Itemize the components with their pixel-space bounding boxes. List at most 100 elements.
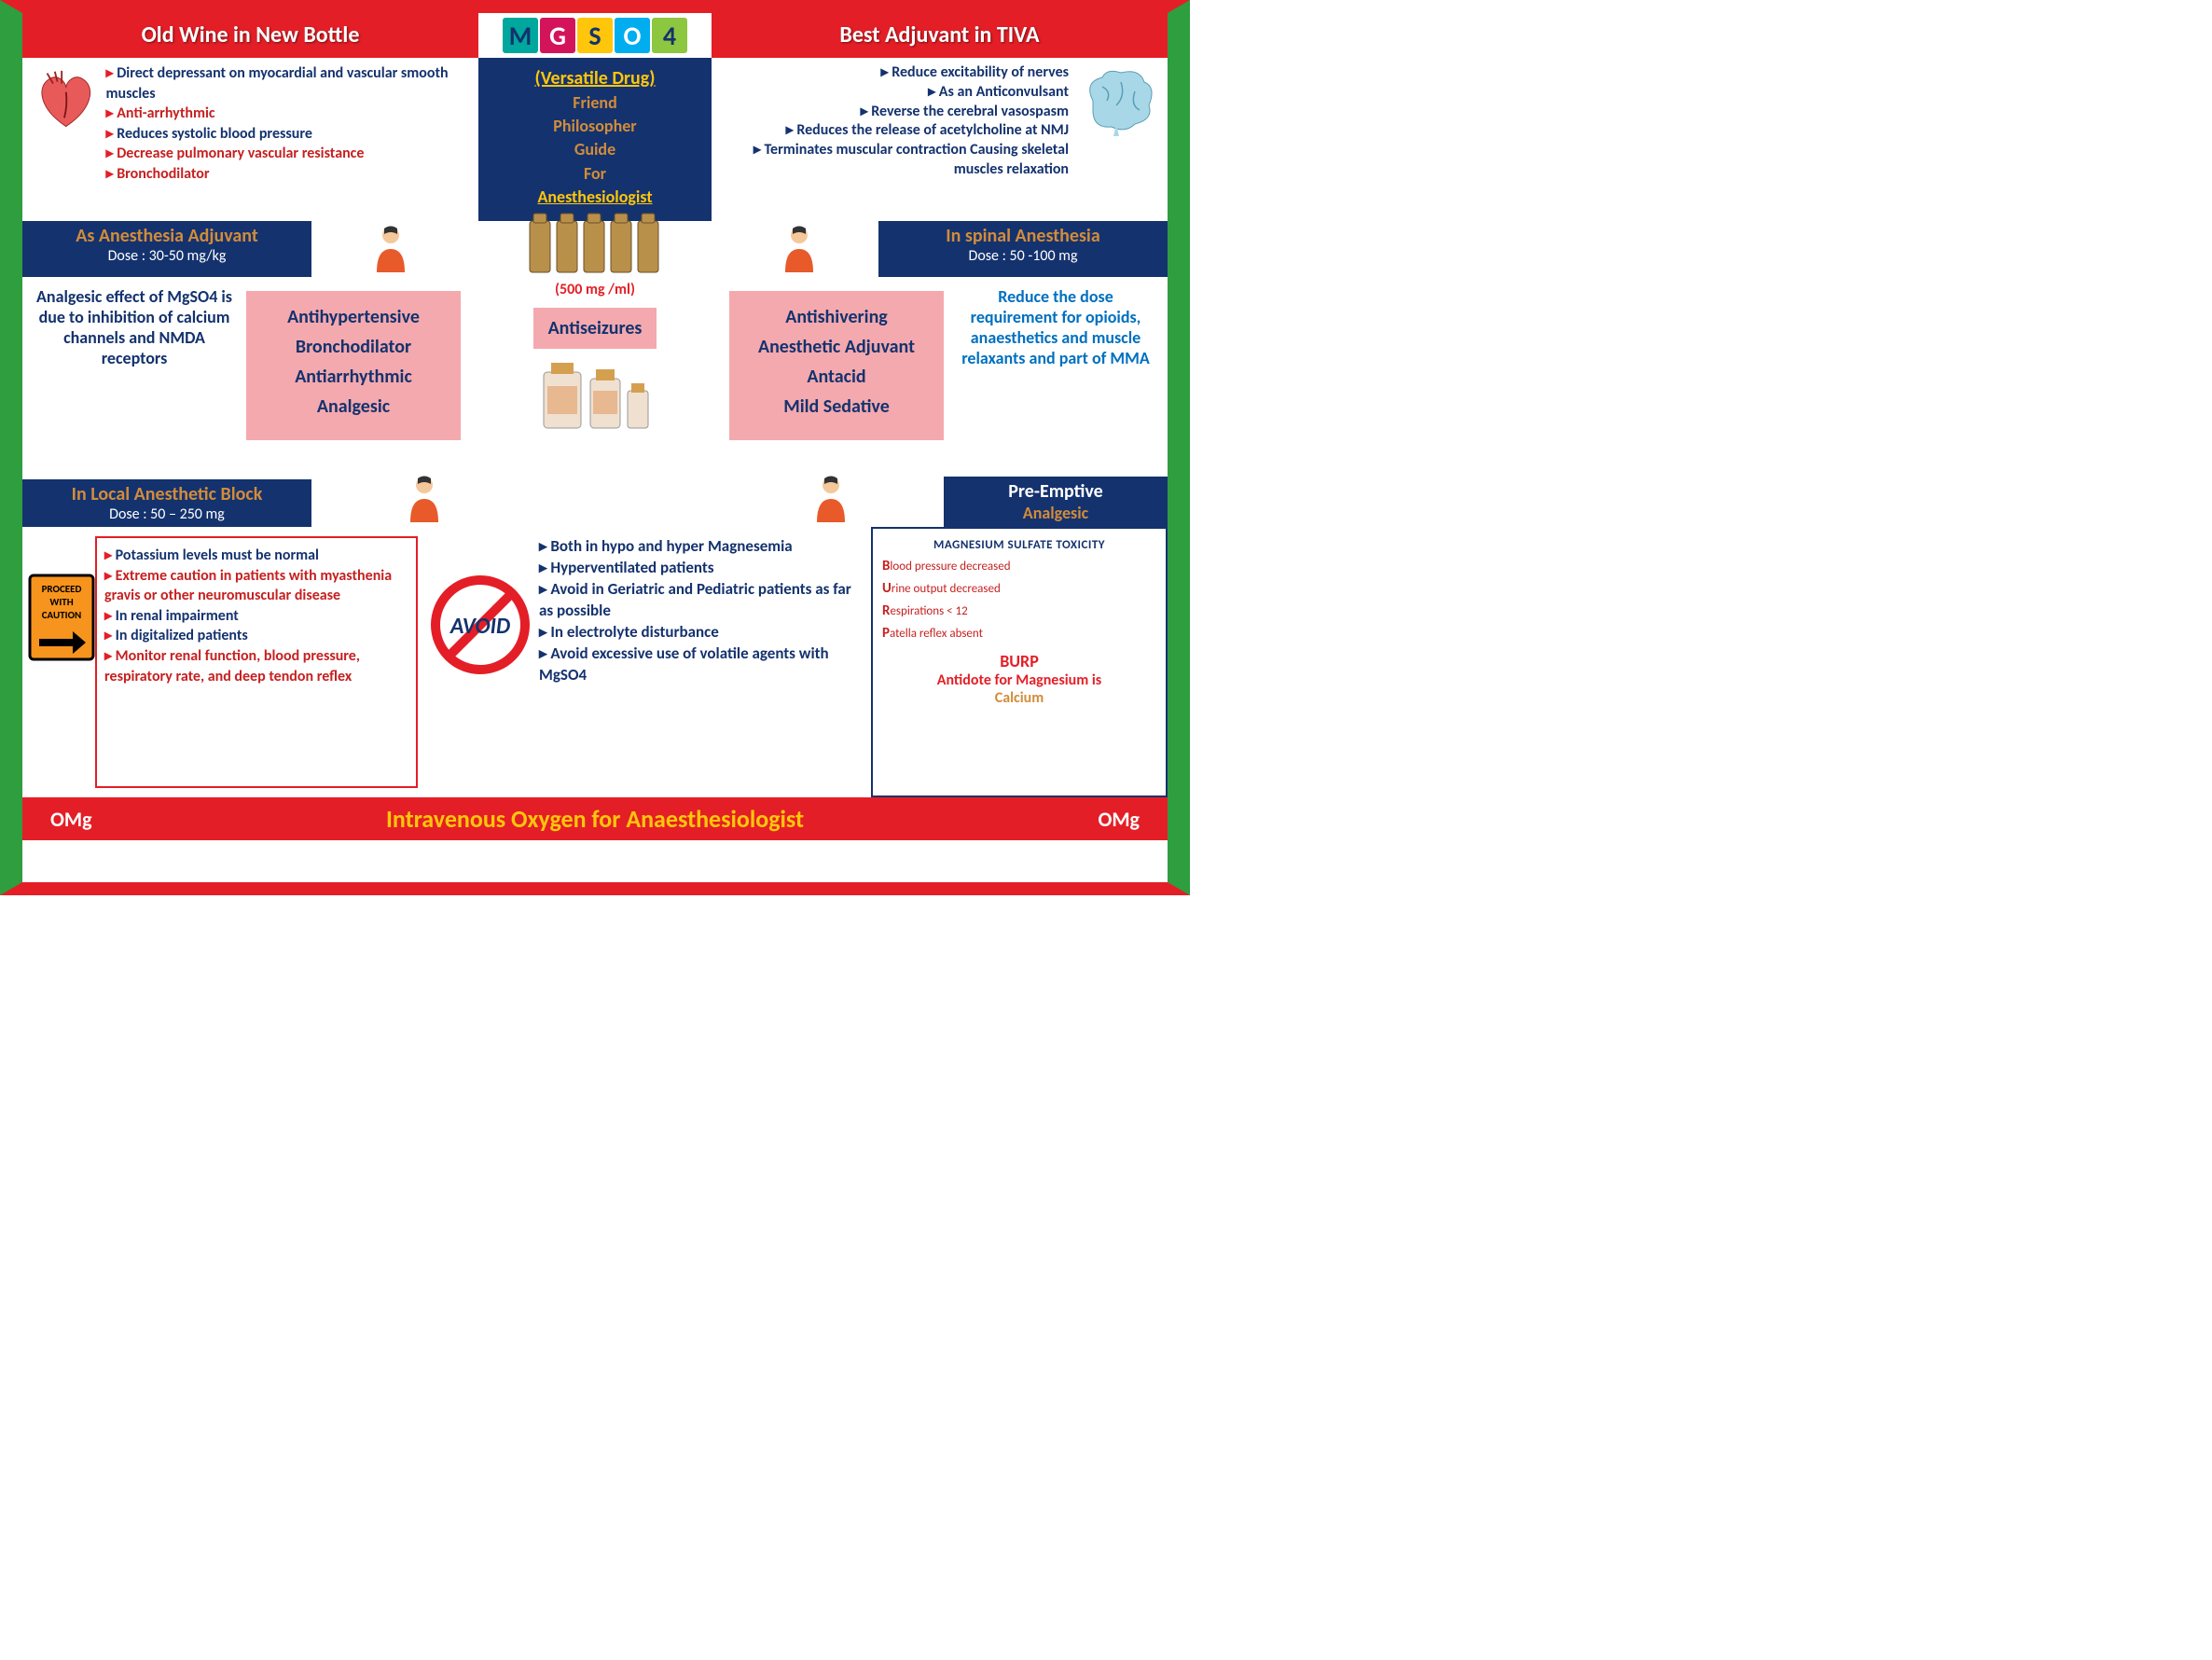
reduce-dose-text: Reduce the dose requirement for opioids,… xyxy=(944,277,1168,473)
pink-line: Antacid xyxy=(737,362,936,392)
brain-icon xyxy=(1074,63,1158,138)
avoid-column: AVOID Both in hypo and hyper MagnesemiaH… xyxy=(423,527,871,797)
pink-box-right: AntishiveringAnesthetic AdjuvantAntacidM… xyxy=(729,291,944,440)
spinal-header: In spinal Anesthesia Dose : 50 -100 mg xyxy=(878,221,1168,277)
antidote-text: Antidote for Magnesium is Calcium xyxy=(882,671,1156,707)
bullet-item: As an Anticonvulsant xyxy=(721,83,1069,103)
adjuvant-dose: Dose : 30-50 mg/kg xyxy=(26,247,308,265)
bullet-item: Hyperventilated patients xyxy=(539,558,865,579)
analgesic-effect-text: Analgesic effect of MgSO4 is due to inhi… xyxy=(22,277,246,473)
pink-line: Analgesic xyxy=(254,392,453,422)
poster-root: Old Wine in New Bottle M G S O 4 Best Ad… xyxy=(0,0,1190,895)
avoid-sign-icon: AVOID xyxy=(429,574,532,676)
spinal-dose: Dose : 50 -100 mg xyxy=(882,247,1164,265)
pink-line: Antiarrhythmic xyxy=(254,362,453,392)
pink-line: Bronchodilator xyxy=(254,332,453,362)
ampoules-icon xyxy=(525,212,665,277)
tc-line-3: For xyxy=(482,162,708,186)
pink-line: Anesthetic Adjuvant xyxy=(737,332,936,362)
toxicity-title: MAGNESIUM SULFATE TOXICITY xyxy=(882,538,1156,552)
tc-line-0: Friend xyxy=(482,91,708,115)
top-center-panel: (Versatile Drug) Friend Philosopher Guid… xyxy=(478,58,712,221)
toxicity-column: MAGNESIUM SULFATE TOXICITY Blood pressur… xyxy=(871,527,1168,797)
bullet-item: Reduces systolic blood pressure xyxy=(106,124,469,145)
pink-line: Antishivering xyxy=(737,302,936,332)
header-row: Old Wine in New Bottle M G S O 4 Best Ad… xyxy=(22,13,1168,58)
burp-label: BURP xyxy=(882,651,1156,671)
mid-header-center xyxy=(311,221,878,277)
bullet-item: Potassium levels must be normal xyxy=(104,546,408,566)
mid-body: Analgesic effect of MgSO4 is due to inhi… xyxy=(22,277,1168,473)
pink-box-left: AntihypertensiveBronchodilatorAntiarrhyt… xyxy=(246,291,461,440)
header-right-title: Best Adjuvant in TIVA xyxy=(712,13,1168,58)
local-block-title: In Local Anesthetic Block xyxy=(26,483,308,505)
svg-text:CAUTION: CAUTION xyxy=(42,609,82,621)
bullet-item: In electrolyte disturbance xyxy=(539,622,865,643)
vials-icon xyxy=(534,358,656,433)
top-left-bullets: Direct depressant on myocardial and vasc… xyxy=(106,63,469,215)
top-right-panel: Reduce excitability of nervesAs an Antic… xyxy=(712,58,1168,221)
bullet-item: Reduces the release of acetylcholine at … xyxy=(721,121,1069,141)
bullet-item: Direct depressant on myocardial and vasc… xyxy=(106,63,469,104)
tc-line-2: Guide xyxy=(482,138,708,161)
chem-4: 4 xyxy=(652,18,687,53)
antiseizures-label: Antiseizures xyxy=(533,308,657,349)
footer-omg-right: OMg xyxy=(1098,807,1140,832)
doctor-icon xyxy=(776,221,823,277)
versatile-drug-label: (Versatile Drug) xyxy=(482,65,708,91)
formula-mgso4: M G S O 4 xyxy=(478,13,712,58)
lower-header-row: In Local Anesthetic Block Dose : 50 – 25… xyxy=(22,473,1168,527)
bullet-item: Bronchodilator xyxy=(106,164,469,185)
top-left-panel: Direct depressant on myocardial and vasc… xyxy=(22,58,478,221)
adjuvant-title: As Anesthesia Adjuvant xyxy=(26,225,308,247)
chem-G: G xyxy=(540,18,575,53)
top-section: Direct depressant on myocardial and vasc… xyxy=(22,58,1168,221)
preemptive-title: Pre-Emptive xyxy=(947,480,1164,503)
adjuvant-header: As Anesthesia Adjuvant Dose : 30-50 mg/k… xyxy=(22,221,311,277)
preemptive-sub: Analgesic xyxy=(947,503,1164,523)
toxicity-line: Blood pressure decreased xyxy=(882,558,1156,574)
bullet-item: Reverse the cerebral vasospasm xyxy=(721,103,1069,122)
tc-line-1: Philosopher xyxy=(482,115,708,138)
mid-header-row: As Anesthesia Adjuvant Dose : 30-50 mg/k… xyxy=(22,221,1168,277)
caution-sign-icon: PROCEED WITH CAUTION xyxy=(28,574,95,667)
bullet-item: Reduce excitability of nerves xyxy=(721,63,1069,83)
header-left-title: Old Wine in New Bottle xyxy=(22,13,478,58)
bullet-item: In digitalized patients xyxy=(104,626,408,646)
local-block-dose: Dose : 50 – 250 mg xyxy=(26,505,308,523)
bullet-item: Extreme caution in patients with myasthe… xyxy=(104,566,408,606)
svg-text:PROCEED: PROCEED xyxy=(42,583,82,595)
footer-title: Intravenous Oxygen for Anaesthesiologist xyxy=(386,804,804,834)
doctor-icon xyxy=(808,471,854,527)
chem-O: O xyxy=(615,18,650,53)
bullet-item: Avoid excessive use of volatile agents w… xyxy=(539,643,865,686)
local-block-header: In Local Anesthetic Block Dose : 50 – 25… xyxy=(22,479,311,527)
toxicity-line: Urine output decreased xyxy=(882,580,1156,597)
dose-500-label: (500 mg /ml) xyxy=(464,281,726,298)
pink-line: Antihypertensive xyxy=(254,302,453,332)
svg-text:WITH: WITH xyxy=(49,596,73,608)
bullet-item: Decrease pulmonary vascular resistance xyxy=(106,144,469,164)
pink-line: Mild Sedative xyxy=(737,392,936,422)
doctor-icon xyxy=(401,471,448,527)
toxicity-line: Patella reflex absent xyxy=(882,625,1156,642)
tc-anesthesiologist: Anesthesiologist xyxy=(482,186,708,209)
chem-M: M xyxy=(503,18,538,53)
caution-column: PROCEED WITH CAUTION Potassium levels mu… xyxy=(22,527,423,797)
bullet-item: Avoid in Geriatric and Pediatric patient… xyxy=(539,579,865,622)
top-right-bullets: Reduce excitability of nervesAs an Antic… xyxy=(721,63,1069,215)
doctor-icon xyxy=(367,221,414,277)
avoid-bullets: Both in hypo and hyper MagnesemiaHyperve… xyxy=(539,536,865,686)
bullet-item: Monitor renal function, blood pressure, … xyxy=(104,646,408,686)
bottom-section: PROCEED WITH CAUTION Potassium levels mu… xyxy=(22,527,1168,797)
lower-header-center xyxy=(311,471,944,527)
bullet-item: Terminates muscular contraction Causing … xyxy=(721,141,1069,180)
spinal-title: In spinal Anesthesia xyxy=(882,225,1164,247)
preemptive-header: Pre-Emptive Analgesic xyxy=(944,477,1168,527)
heart-icon xyxy=(32,63,101,138)
caution-bullets: Potassium levels must be normalExtreme c… xyxy=(95,536,418,788)
footer-row: OMg Intravenous Oxygen for Anaesthesiolo… xyxy=(22,797,1168,840)
bullet-item: Both in hypo and hyper Magnesemia xyxy=(539,536,865,558)
svg-text:AVOID: AVOID xyxy=(449,613,510,640)
chem-S: S xyxy=(577,18,613,53)
